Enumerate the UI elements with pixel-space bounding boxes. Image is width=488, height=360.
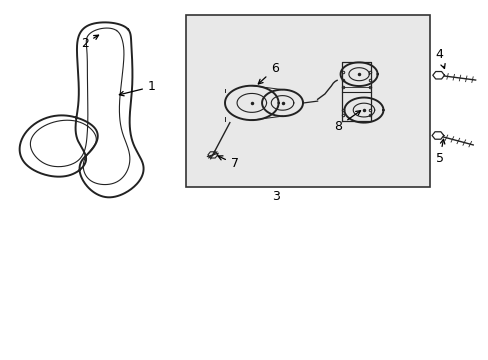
Text: 5: 5 xyxy=(435,139,444,165)
Text: 2: 2 xyxy=(81,35,99,50)
Text: 6: 6 xyxy=(258,62,278,84)
Text: 3: 3 xyxy=(272,190,280,203)
Text: 7: 7 xyxy=(218,156,238,170)
Text: 4: 4 xyxy=(435,48,444,68)
Text: 8: 8 xyxy=(334,111,360,133)
Bar xyxy=(185,15,429,187)
Text: 1: 1 xyxy=(119,80,156,96)
